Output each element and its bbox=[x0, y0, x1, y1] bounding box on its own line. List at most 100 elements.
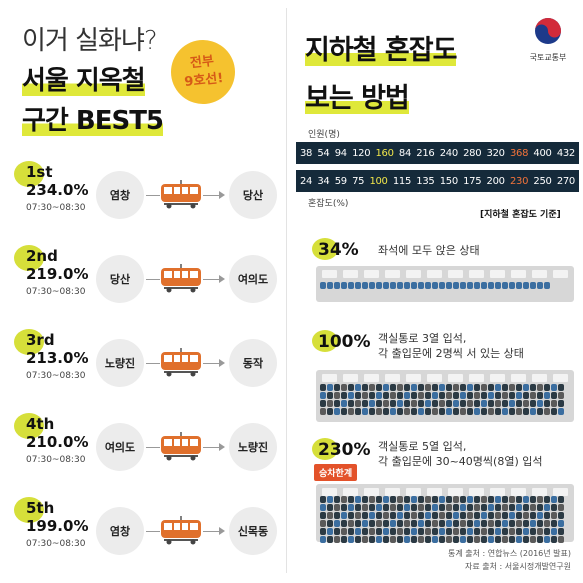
passenger-icon bbox=[439, 400, 445, 407]
passenger-icon bbox=[460, 392, 466, 399]
train-icon bbox=[161, 348, 201, 377]
rank-time: 07:30~08:30 bbox=[26, 287, 86, 297]
train-car-100 bbox=[316, 370, 574, 422]
car-window bbox=[511, 374, 526, 382]
passenger-icon bbox=[446, 528, 452, 535]
passenger-icon bbox=[362, 408, 368, 415]
panel-divider bbox=[286, 8, 287, 573]
passenger-icon bbox=[397, 400, 403, 407]
passenger-icon bbox=[460, 384, 466, 391]
passenger-icon bbox=[502, 384, 508, 391]
passenger-icon bbox=[383, 400, 389, 407]
arrow-line bbox=[146, 363, 160, 364]
car-window bbox=[427, 488, 442, 496]
passenger-icon bbox=[523, 400, 529, 407]
passenger-icon bbox=[376, 528, 382, 535]
car-window bbox=[469, 270, 484, 278]
car-window bbox=[406, 374, 421, 382]
passenger-icon bbox=[348, 512, 354, 519]
passenger-icon bbox=[453, 384, 459, 391]
passenger-icon bbox=[488, 496, 494, 503]
passenger-icon bbox=[348, 504, 354, 511]
passenger-icon bbox=[446, 504, 452, 511]
passenger-icon bbox=[390, 392, 396, 399]
passenger-icon bbox=[544, 520, 550, 527]
passenger-icon bbox=[509, 528, 515, 535]
source-stats: 통계 출처 : 연합뉴스 (2016년 발표) bbox=[448, 549, 571, 558]
rank-blob bbox=[14, 161, 44, 187]
congestion-value: 100 bbox=[369, 175, 388, 187]
arrow-line bbox=[146, 447, 160, 448]
people-band: 38 54 94 120 160 84 216 240 280 320 368 400 432 bbox=[296, 142, 579, 164]
arrow-line bbox=[203, 531, 221, 532]
passenger-icon bbox=[502, 400, 508, 407]
level-blob bbox=[312, 238, 338, 260]
passenger-icon bbox=[390, 504, 396, 511]
passenger-icon bbox=[334, 282, 340, 289]
passenger-icon bbox=[481, 496, 487, 503]
passenger-icon bbox=[418, 536, 424, 543]
passenger-icon bbox=[411, 400, 417, 407]
passenger-icon bbox=[348, 282, 354, 289]
passenger-icon bbox=[474, 282, 480, 289]
car-window bbox=[532, 374, 547, 382]
passenger-icon bbox=[383, 512, 389, 519]
passenger-icon bbox=[355, 536, 361, 543]
passenger-icon bbox=[369, 536, 375, 543]
passenger-icon bbox=[432, 408, 438, 415]
train-car-230 bbox=[316, 484, 574, 543]
passenger-icon bbox=[551, 408, 557, 415]
passenger-icon bbox=[369, 392, 375, 399]
passenger-icon bbox=[488, 408, 494, 415]
passenger-icon bbox=[376, 400, 382, 407]
passenger-icon bbox=[446, 496, 452, 503]
congestion-value: 24 bbox=[300, 175, 313, 187]
passenger-icon bbox=[341, 496, 347, 503]
passenger-icon bbox=[397, 392, 403, 399]
passenger-icon bbox=[404, 392, 410, 399]
congestion-value: 59 bbox=[334, 175, 347, 187]
passenger-icon bbox=[334, 528, 340, 535]
passenger-icon bbox=[327, 520, 333, 527]
passenger-icon bbox=[523, 384, 529, 391]
passenger-icon bbox=[320, 282, 326, 289]
passenger-icon bbox=[530, 528, 536, 535]
level-desc: 좌석에 모두 앉은 상태 bbox=[378, 244, 480, 257]
passenger-icon bbox=[551, 504, 557, 511]
source-data: 자료 출처 : 서울시정개발연구원 bbox=[464, 562, 571, 571]
passenger-icon bbox=[404, 282, 410, 289]
car-window bbox=[385, 488, 400, 496]
passenger-icon bbox=[320, 384, 326, 391]
passenger-icon bbox=[502, 528, 508, 535]
passenger-icon bbox=[397, 282, 403, 289]
passenger-icon bbox=[509, 512, 515, 519]
passenger-icon bbox=[509, 384, 515, 391]
passenger-icon bbox=[495, 520, 501, 527]
passenger-icon bbox=[446, 400, 452, 407]
passenger-icon bbox=[397, 504, 403, 511]
passenger-icon bbox=[446, 384, 452, 391]
passenger-icon bbox=[502, 504, 508, 511]
passenger-icon bbox=[348, 536, 354, 543]
from-station: 노량진 bbox=[96, 339, 144, 387]
train-icon bbox=[161, 432, 201, 461]
car-window bbox=[322, 374, 337, 382]
passenger-icon bbox=[467, 392, 473, 399]
car-window bbox=[532, 488, 547, 496]
passenger-icon bbox=[460, 528, 466, 535]
passenger-icon bbox=[453, 392, 459, 399]
passenger-icon bbox=[481, 400, 487, 407]
passenger-icon bbox=[509, 496, 515, 503]
passenger-icon bbox=[537, 504, 543, 511]
passenger-icon bbox=[551, 496, 557, 503]
to-station: 당산 bbox=[229, 171, 277, 219]
passenger-icon bbox=[495, 512, 501, 519]
passenger-icon bbox=[488, 384, 494, 391]
people-value: 160 bbox=[375, 147, 394, 159]
people-value: 120 bbox=[352, 147, 371, 159]
passenger-icon bbox=[327, 496, 333, 503]
passenger-icon bbox=[439, 496, 445, 503]
passenger-icon bbox=[481, 392, 487, 399]
arrow-line bbox=[203, 363, 221, 364]
right-title-line2: 보는 방법 bbox=[305, 83, 410, 114]
